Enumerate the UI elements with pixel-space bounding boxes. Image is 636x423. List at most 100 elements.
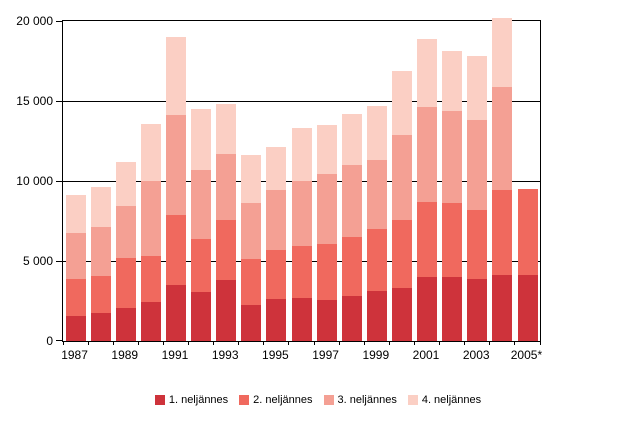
x-axis-tick (363, 341, 365, 345)
stacked-bar (341, 113, 362, 341)
legend-item-q2: 2. neljännes (239, 394, 313, 406)
bar-segment-q2 (366, 229, 387, 291)
bar-segment-q1 (291, 297, 312, 341)
legend-label: 2. neljännes (253, 394, 313, 406)
bar-segment-q1 (216, 280, 237, 341)
stacked-bar (140, 124, 161, 341)
bar-segment-q2 (266, 249, 287, 299)
bar-segment-q4 (316, 125, 337, 174)
bar-segment-q1 (241, 305, 262, 341)
bar-segment-q4 (90, 186, 111, 228)
x-axis-tick (137, 341, 139, 345)
bar-segment-q2 (442, 203, 463, 277)
stacked-bar (316, 125, 337, 341)
bar-segment-q4 (266, 146, 287, 190)
y-axis-tick-label: 20 000 (16, 14, 53, 28)
x-axis-tick (62, 341, 64, 345)
bar-segment-q2 (191, 238, 212, 293)
legend-swatch-icon (323, 395, 334, 405)
y-axis-tick (56, 260, 62, 262)
bar-segment-q4 (216, 104, 237, 154)
bar-segment-q4 (241, 155, 262, 204)
legend-swatch-icon (407, 395, 418, 405)
stacked-bar (517, 189, 538, 341)
bar-segment-q1 (341, 296, 362, 341)
bar-segment-q3 (391, 135, 412, 221)
legend-item-q4: 4. neljännes (407, 394, 481, 406)
bar-segment-q4 (165, 37, 186, 116)
y-axis-tick (56, 21, 62, 22)
bar-segment-q4 (291, 128, 312, 182)
bar-segment-q2 (417, 201, 438, 277)
stacked-bar (366, 105, 387, 341)
bar-1991 (163, 21, 188, 341)
bar-segment-q2 (517, 189, 538, 275)
bar-segment-q4 (442, 51, 463, 112)
bar-segment-q2 (140, 256, 161, 302)
x-axis-tick (87, 341, 89, 345)
bar-segment-q4 (417, 38, 438, 108)
bar-segment-q3 (492, 86, 513, 190)
bar-segment-q3 (291, 181, 312, 246)
y-axis-tick (56, 100, 62, 102)
stacked-bar (391, 70, 412, 341)
bar-2005 (515, 21, 540, 341)
bar-segment-q1 (90, 313, 111, 341)
bar-segment-q3 (266, 189, 287, 250)
x-axis-labels: 1987 1989 1991 1993 1995 1997 1999 2001 2003 2005… (61, 348, 542, 364)
bar-segment-q2 (391, 220, 412, 289)
bar-segment-q1 (442, 277, 463, 341)
bar-segment-q3 (442, 111, 463, 204)
bar-segment-q2 (341, 237, 362, 297)
bar-1987 (63, 21, 88, 341)
bar-segment-q3 (417, 107, 438, 202)
bar-segment-q1 (391, 288, 412, 341)
x-axis-tick (413, 341, 415, 345)
bar-segment-q2 (467, 209, 488, 280)
y-axis-tick (56, 340, 62, 341)
bar-segment-q3 (115, 205, 136, 258)
bar-segment-q3 (65, 233, 86, 279)
x-axis-tick-label: 1993 (211, 348, 239, 362)
bar-2000 (389, 21, 414, 341)
bar-1992 (189, 21, 214, 341)
bar-segment-q4 (65, 194, 86, 234)
bar-segment-q3 (216, 153, 237, 221)
bar-segment-q1 (65, 316, 86, 341)
stacked-bar (65, 194, 86, 341)
bar-1994 (239, 21, 264, 341)
bar-segment-q4 (341, 113, 362, 166)
x-axis-tick-label: 1999 (362, 348, 390, 362)
bar-1989 (113, 21, 138, 341)
x-axis-tick (489, 341, 491, 345)
stacked-bar (467, 56, 488, 341)
legend-item-q3: 3. neljännes (323, 394, 397, 406)
bar-segment-q2 (115, 257, 136, 309)
bar-segment-q1 (517, 274, 538, 341)
bar-segment-q1 (266, 298, 287, 341)
stacked-bar (241, 155, 262, 341)
x-axis-tick (263, 341, 265, 345)
bar-segment-q2 (65, 278, 86, 317)
bar-segment-q3 (366, 160, 387, 230)
bar-segment-q1 (115, 308, 136, 341)
gridline (63, 100, 540, 102)
x-axis-tick (162, 341, 164, 345)
x-axis-tick (188, 341, 190, 345)
x-axis-tick (464, 341, 466, 345)
x-axis-tick-label: 1991 (161, 348, 189, 362)
x-axis-tick (213, 341, 215, 345)
y-axis-tick-label: 5 000 (22, 254, 53, 268)
x-axis-tick (112, 341, 114, 345)
bar-segment-q2 (492, 189, 513, 275)
legend-label: 1. neljännes (168, 394, 229, 406)
x-axis-tick-label: 1997 (312, 348, 339, 362)
y-axis-tick-label: 10 000 (16, 174, 53, 188)
bar-segment-q4 (366, 105, 387, 161)
stacked-bar (266, 146, 287, 341)
x-axis-tick-label: 2003 (462, 348, 490, 362)
bar-segment-q3 (341, 165, 362, 238)
legend-item-q1: 1. neljännes (154, 394, 229, 406)
x-axis-tick (388, 341, 390, 345)
bar-1988 (88, 21, 113, 341)
